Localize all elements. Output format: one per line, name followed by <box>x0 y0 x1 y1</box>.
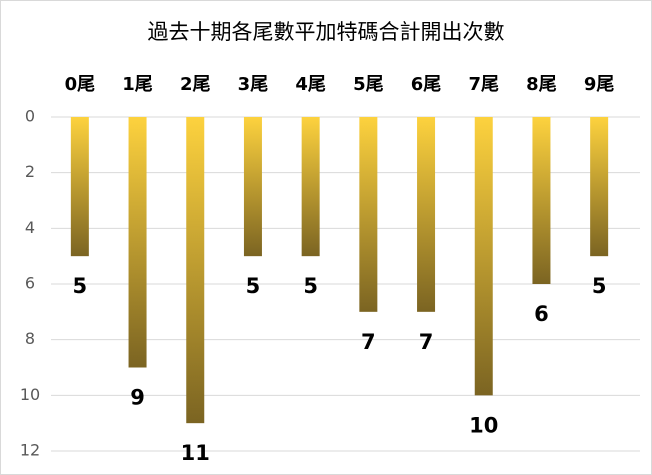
data-label: 10 <box>469 413 498 437</box>
data-label: 11 <box>181 441 210 465</box>
y-tick-label: 4 <box>25 218 35 237</box>
data-label: 5 <box>73 274 88 298</box>
x-tick-label: 3尾 <box>238 74 269 95</box>
bar <box>590 117 609 257</box>
bar <box>359 117 378 312</box>
bar <box>70 117 89 257</box>
x-tick-label: 6尾 <box>411 74 442 95</box>
bar <box>128 117 147 368</box>
x-tick-label: 9尾 <box>584 74 615 95</box>
data-label: 7 <box>419 330 434 354</box>
x-tick-label: 5尾 <box>353 74 384 95</box>
data-label: 5 <box>592 274 607 298</box>
y-tick-label: 0 <box>25 107 35 126</box>
x-tick-label: 1尾 <box>122 74 153 95</box>
bar <box>532 117 551 284</box>
x-tick-label: 0尾 <box>65 74 96 95</box>
bar <box>301 117 320 257</box>
data-label: 7 <box>361 330 376 354</box>
y-tick-label: 10 <box>20 385 40 404</box>
bar <box>417 117 436 312</box>
x-tick-label: 7尾 <box>468 74 499 95</box>
data-label: 5 <box>246 274 261 298</box>
y-tick-label: 2 <box>25 162 35 181</box>
y-tick-label: 8 <box>25 329 35 348</box>
data-label: 9 <box>130 386 145 410</box>
y-tick-label: 6 <box>25 274 35 293</box>
bar <box>243 117 262 257</box>
data-label: 6 <box>534 302 549 326</box>
y-tick-label: 12 <box>20 441 40 460</box>
chart-title: 過去十期各尾數平加特碼合計開出次數 <box>148 20 505 44</box>
bar <box>186 117 205 424</box>
bar <box>474 117 493 396</box>
x-tick-label: 2尾 <box>180 74 211 95</box>
data-label: 5 <box>303 274 318 298</box>
x-tick-label: 8尾 <box>526 74 557 95</box>
x-tick-label: 4尾 <box>295 74 326 95</box>
